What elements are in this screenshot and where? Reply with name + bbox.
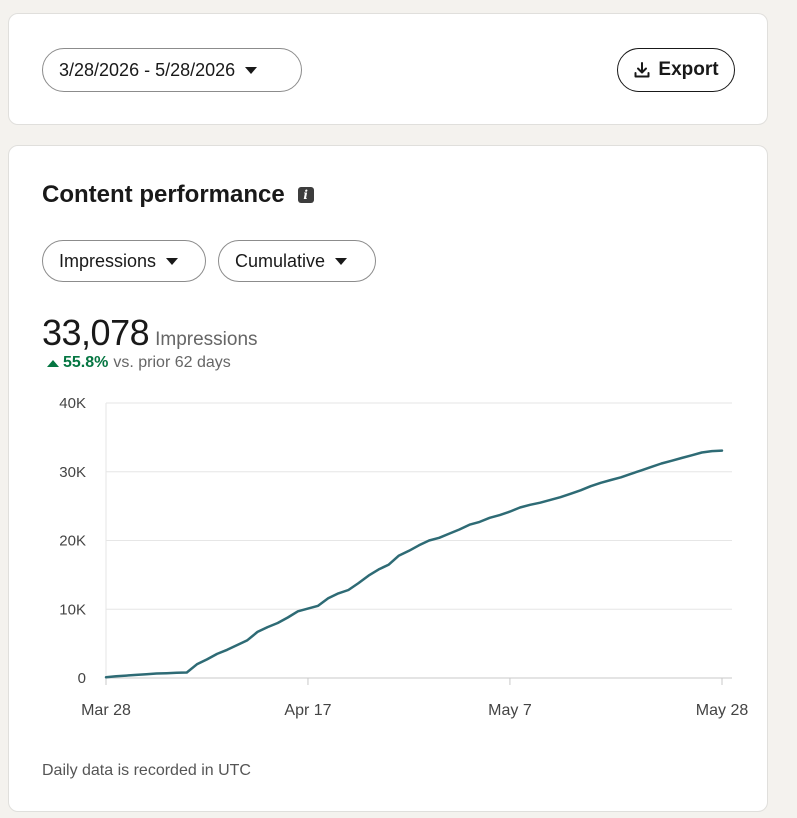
y-tick-label: 30K: [59, 464, 86, 481]
total-metric: 33,078 Impressions: [42, 312, 258, 354]
impressions-series-line: [104, 449, 724, 679]
utc-footnote: Daily data is recorded in UTC: [42, 762, 251, 779]
caret-down-icon: [245, 66, 258, 74]
total-value: 33,078: [42, 312, 150, 353]
date-toolbar-card: 3/28/2026 - 5/28/2026 Export: [8, 13, 768, 125]
y-tick-label: 40K: [59, 395, 86, 412]
info-icon[interactable]: i: [297, 187, 314, 203]
date-range-label: 3/28/2026 - 5/28/2026: [59, 59, 236, 80]
export-button[interactable]: Export: [617, 48, 735, 92]
x-tick-label: May 28: [696, 702, 749, 719]
y-tick-label: 10K: [59, 601, 86, 618]
section-title: Content performance: [42, 181, 285, 208]
trend-up-icon: [47, 359, 59, 367]
export-label: Export: [658, 59, 719, 80]
change-value: 55.8%: [63, 354, 109, 371]
caret-down-icon: [166, 257, 179, 265]
x-tick-label: Mar 28: [81, 702, 131, 719]
content-performance-card: Content performance i Impressions Cumula…: [8, 145, 768, 812]
y-tick-label: 20K: [59, 533, 86, 550]
caret-down-icon: [335, 257, 348, 265]
download-icon: [634, 62, 650, 78]
x-tick-label: May 7: [488, 702, 532, 719]
metric-dropdown-label: Impressions: [59, 250, 157, 271]
x-tick-label: Apr 17: [284, 702, 331, 719]
metric-dropdown[interactable]: Impressions: [42, 240, 206, 282]
total-unit: Impressions: [155, 329, 258, 350]
title-row: Content performance i: [42, 181, 314, 209]
mode-dropdown[interactable]: Cumulative: [218, 240, 376, 282]
change-indicator: 55.8% vs. prior 62 days: [47, 354, 231, 372]
date-range-dropdown[interactable]: 3/28/2026 - 5/28/2026: [42, 48, 302, 92]
y-tick-label: 0: [78, 670, 86, 687]
mode-dropdown-label: Cumulative: [235, 250, 326, 271]
impressions-line-chart: 0 10K 20K 30K 40K Mar 28 Apr 17 May 7 May 28: [59, 395, 749, 719]
change-text: vs. prior 62 days: [113, 354, 231, 371]
